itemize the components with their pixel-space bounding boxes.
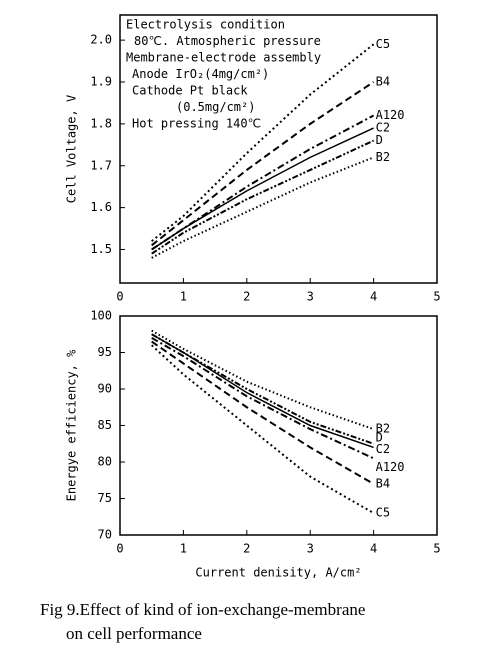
annotation: Electrolysis condition — [126, 18, 285, 32]
y-tick-label: 1.9 — [90, 75, 112, 89]
series-line — [151, 333, 374, 445]
x-tick-label: 0 — [116, 290, 123, 304]
y-axis-label: Cell Voltage, V — [65, 95, 79, 203]
y-tick-label: 95 — [98, 345, 112, 359]
x-tick-label: 0 — [116, 542, 123, 556]
series-line — [151, 337, 375, 460]
x-tick-label: 1 — [180, 542, 187, 556]
series-line — [151, 139, 375, 255]
y-tick-label: 75 — [98, 491, 112, 505]
y-tick-label: 1.6 — [90, 200, 112, 214]
y-tick-label: 80 — [98, 455, 112, 469]
series-label: A120 — [376, 460, 405, 474]
y-tick-label: 85 — [98, 418, 112, 432]
annotation: Hot pressing 140℃ — [132, 117, 261, 131]
annotation: Cathode Pt black — [132, 84, 248, 98]
series-label: B4 — [376, 75, 390, 89]
x-tick-label: 3 — [307, 542, 314, 556]
series-label: C2 — [376, 442, 390, 456]
series-label: B2 — [376, 150, 390, 164]
series-label: C5 — [376, 506, 390, 520]
series-label: B2 — [376, 422, 390, 436]
x-tick-label: 4 — [370, 290, 377, 304]
y-axis-label: Energye efficiency, % — [65, 349, 79, 501]
series-line — [151, 81, 375, 247]
series-line — [151, 333, 374, 449]
caption-line: Fig 9.Effect of kind of ion-exchange-mem… — [40, 600, 365, 619]
x-tick-label: 1 — [180, 290, 187, 304]
annotation: 80℃. Atmospheric pressure — [134, 34, 321, 48]
series-label: A120 — [376, 108, 405, 122]
annotation: (0.5mg/cm²) — [176, 100, 255, 114]
annotation: Anode IrO₂(4mg/cm²) — [132, 67, 269, 81]
series-label: B4 — [376, 476, 390, 490]
y-tick-label: 70 — [98, 528, 112, 542]
plot-frame — [119, 14, 438, 284]
caption-line: on cell performance — [66, 624, 202, 643]
y-tick-label: 2.0 — [90, 33, 112, 47]
series-line — [151, 340, 375, 485]
x-tick-label: 5 — [433, 542, 440, 556]
x-axis-label: Current denisity, A/cm² — [195, 566, 361, 580]
series-label: C5 — [376, 37, 390, 51]
series-line — [151, 344, 375, 514]
series-line — [151, 127, 374, 251]
series-label: D — [376, 430, 383, 444]
y-tick-label: 1.7 — [90, 158, 112, 172]
x-tick-label: 4 — [370, 542, 377, 556]
y-tick-label: 90 — [98, 382, 112, 396]
y-tick-label: 100 — [90, 309, 112, 323]
y-tick-label: 1.5 — [90, 242, 112, 256]
annotation: Membrane-electrode assembly — [126, 51, 321, 65]
y-tick-label: 1.8 — [90, 116, 112, 130]
series-line — [151, 156, 374, 259]
x-tick-label: 3 — [307, 290, 314, 304]
series-label: C2 — [376, 121, 390, 135]
x-tick-label: 5 — [433, 290, 440, 304]
series-line — [151, 329, 374, 431]
series-label: D — [376, 133, 383, 147]
series-line — [151, 43, 375, 242]
x-tick-label: 2 — [243, 290, 250, 304]
x-tick-label: 2 — [243, 542, 250, 556]
